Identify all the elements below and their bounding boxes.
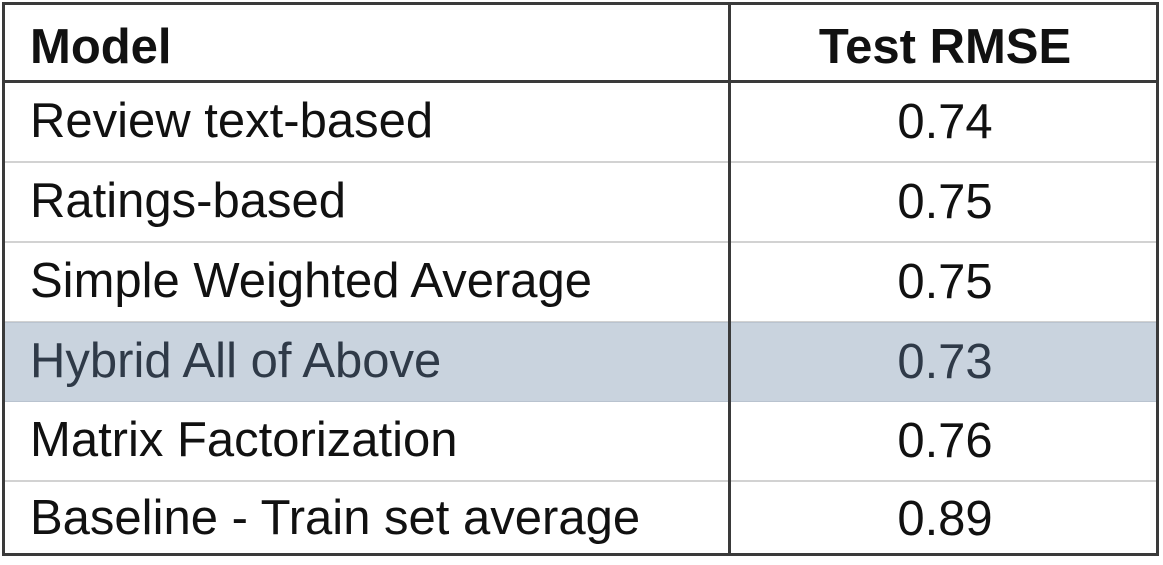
column-divider: [728, 5, 731, 553]
model-cell: Review text-based: [30, 94, 434, 148]
rmse-cell: 0.75: [897, 175, 993, 229]
table-header-row: Model Test RMSE: [5, 5, 1156, 83]
column-header-model: Model: [30, 20, 172, 74]
model-cell: Simple Weighted Average: [30, 254, 593, 308]
model-cell: Matrix Factorization: [30, 413, 458, 467]
rmse-cell: 0.74: [897, 95, 993, 149]
table-row: Matrix Factorization 0.76: [5, 402, 1156, 482]
rmse-cell: 0.73: [897, 335, 993, 389]
table-row: Baseline - Train set average 0.89: [5, 480, 1156, 560]
model-cell: Ratings-based: [30, 174, 346, 228]
results-table: Model Test RMSE Review text-based 0.74 R…: [2, 2, 1159, 556]
rmse-cell: 0.76: [897, 414, 993, 468]
model-cell: Hybrid All of Above: [30, 334, 442, 388]
rmse-cell: 0.89: [897, 492, 993, 546]
table-row: Simple Weighted Average 0.75: [5, 243, 1156, 323]
table-row: Review text-based 0.74: [5, 83, 1156, 163]
rmse-cell: 0.75: [897, 255, 993, 309]
model-cell: Baseline - Train set average: [30, 491, 641, 545]
column-header-test-rmse: Test RMSE: [818, 20, 1072, 74]
table-row: Ratings-based 0.75: [5, 163, 1156, 243]
table-row-highlighted: Hybrid All of Above 0.73: [5, 322, 1156, 402]
